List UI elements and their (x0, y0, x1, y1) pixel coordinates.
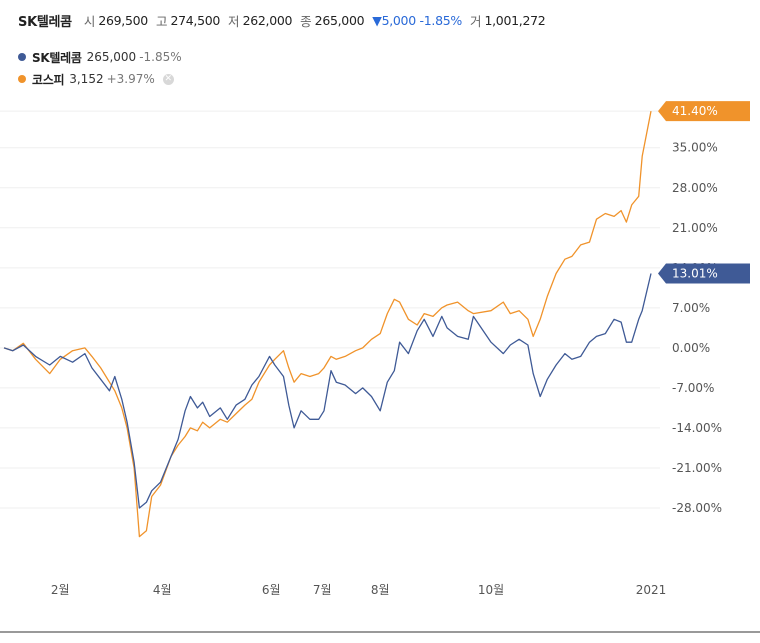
x-tick-label: 7월 (313, 583, 332, 597)
high-price: 274,500 (170, 12, 221, 28)
x-tick-label: 6월 (262, 583, 281, 597)
series-line-1 (3, 110, 652, 538)
open-price: 269,500 (98, 12, 148, 28)
legend-series-name: SK텔레콤 (32, 50, 82, 65)
high-label: 고 (155, 13, 168, 29)
y-tick-label: 21.00% (672, 221, 718, 235)
series-line-0 (3, 273, 652, 509)
last-value-tag: 13.01% (658, 263, 750, 284)
legend-series-name: 코스피 (32, 72, 65, 87)
tag-label: 41.40% (672, 104, 718, 118)
y-tick-label: -28.00% (672, 501, 722, 515)
x-tick-label: 2월 (51, 583, 70, 597)
tag-shape (658, 263, 750, 284)
legend-series-price: 3,152 (69, 72, 104, 86)
y-axis-ticks: 41.40%35.00%28.00%21.00%14.00%7.00%0.00%… (672, 104, 722, 515)
x-tick-label: 8월 (371, 583, 390, 597)
x-tick-label: 2021 (636, 583, 667, 597)
last-value-tags: 13.01% 41.40% (658, 101, 750, 284)
chart-legend: SK텔레콤 265,000 -1.85% 코스피 3,152 +3.97% ✕ (18, 46, 182, 90)
tag-shape (658, 101, 750, 122)
x-axis-ticks: 2월 4월 6월 7월 8월 10월 2021 (51, 583, 666, 597)
volume-value: 1,001,272 (484, 12, 546, 28)
close-icon[interactable]: ✕ (162, 73, 174, 85)
y-tick-label: 35.00% (672, 141, 718, 155)
open-label: 시 (83, 13, 96, 29)
stock-name: SK텔레콤 (18, 14, 72, 30)
grid-lines (0, 110, 660, 509)
quote-summary: SK텔레콤 시 269,500 고 274,500 저 262,000 종 26… (18, 9, 553, 31)
legend-item-kospi[interactable]: 코스피 3,152 +3.97% ✕ (18, 68, 182, 90)
legend-series-price: 265,000 (86, 50, 137, 64)
y-tick-label: 7.00% (672, 301, 710, 315)
close-price: 265,000 (314, 12, 365, 28)
y-tick-label: 28.00% (672, 181, 718, 195)
legend-series-change: +3.97% (106, 72, 155, 86)
x-tick-label: 10월 (478, 583, 504, 597)
legend-dot (18, 75, 26, 83)
price-change: ▼5,000 -1.85% (372, 12, 462, 28)
volume-label: 거 (469, 13, 482, 29)
last-value-tag: 41.40% (658, 101, 750, 122)
series-lines (3, 110, 652, 538)
low-price: 262,000 (242, 12, 293, 28)
y-tick-label: -21.00% (672, 461, 722, 475)
low-label: 저 (228, 13, 240, 29)
legend-item-sktelecom[interactable]: SK텔레콤 265,000 -1.85% (18, 46, 182, 68)
tag-label: 13.01% (672, 266, 718, 280)
legend-dot (18, 53, 26, 61)
y-tick-label: -7.00% (672, 381, 714, 395)
close-label: 종 (300, 13, 312, 29)
x-tick-label: 4월 (153, 583, 172, 597)
y-tick-label: -14.00% (672, 421, 722, 435)
legend-series-change: -1.85% (139, 50, 182, 64)
y-tick-label: 0.00% (672, 341, 710, 355)
